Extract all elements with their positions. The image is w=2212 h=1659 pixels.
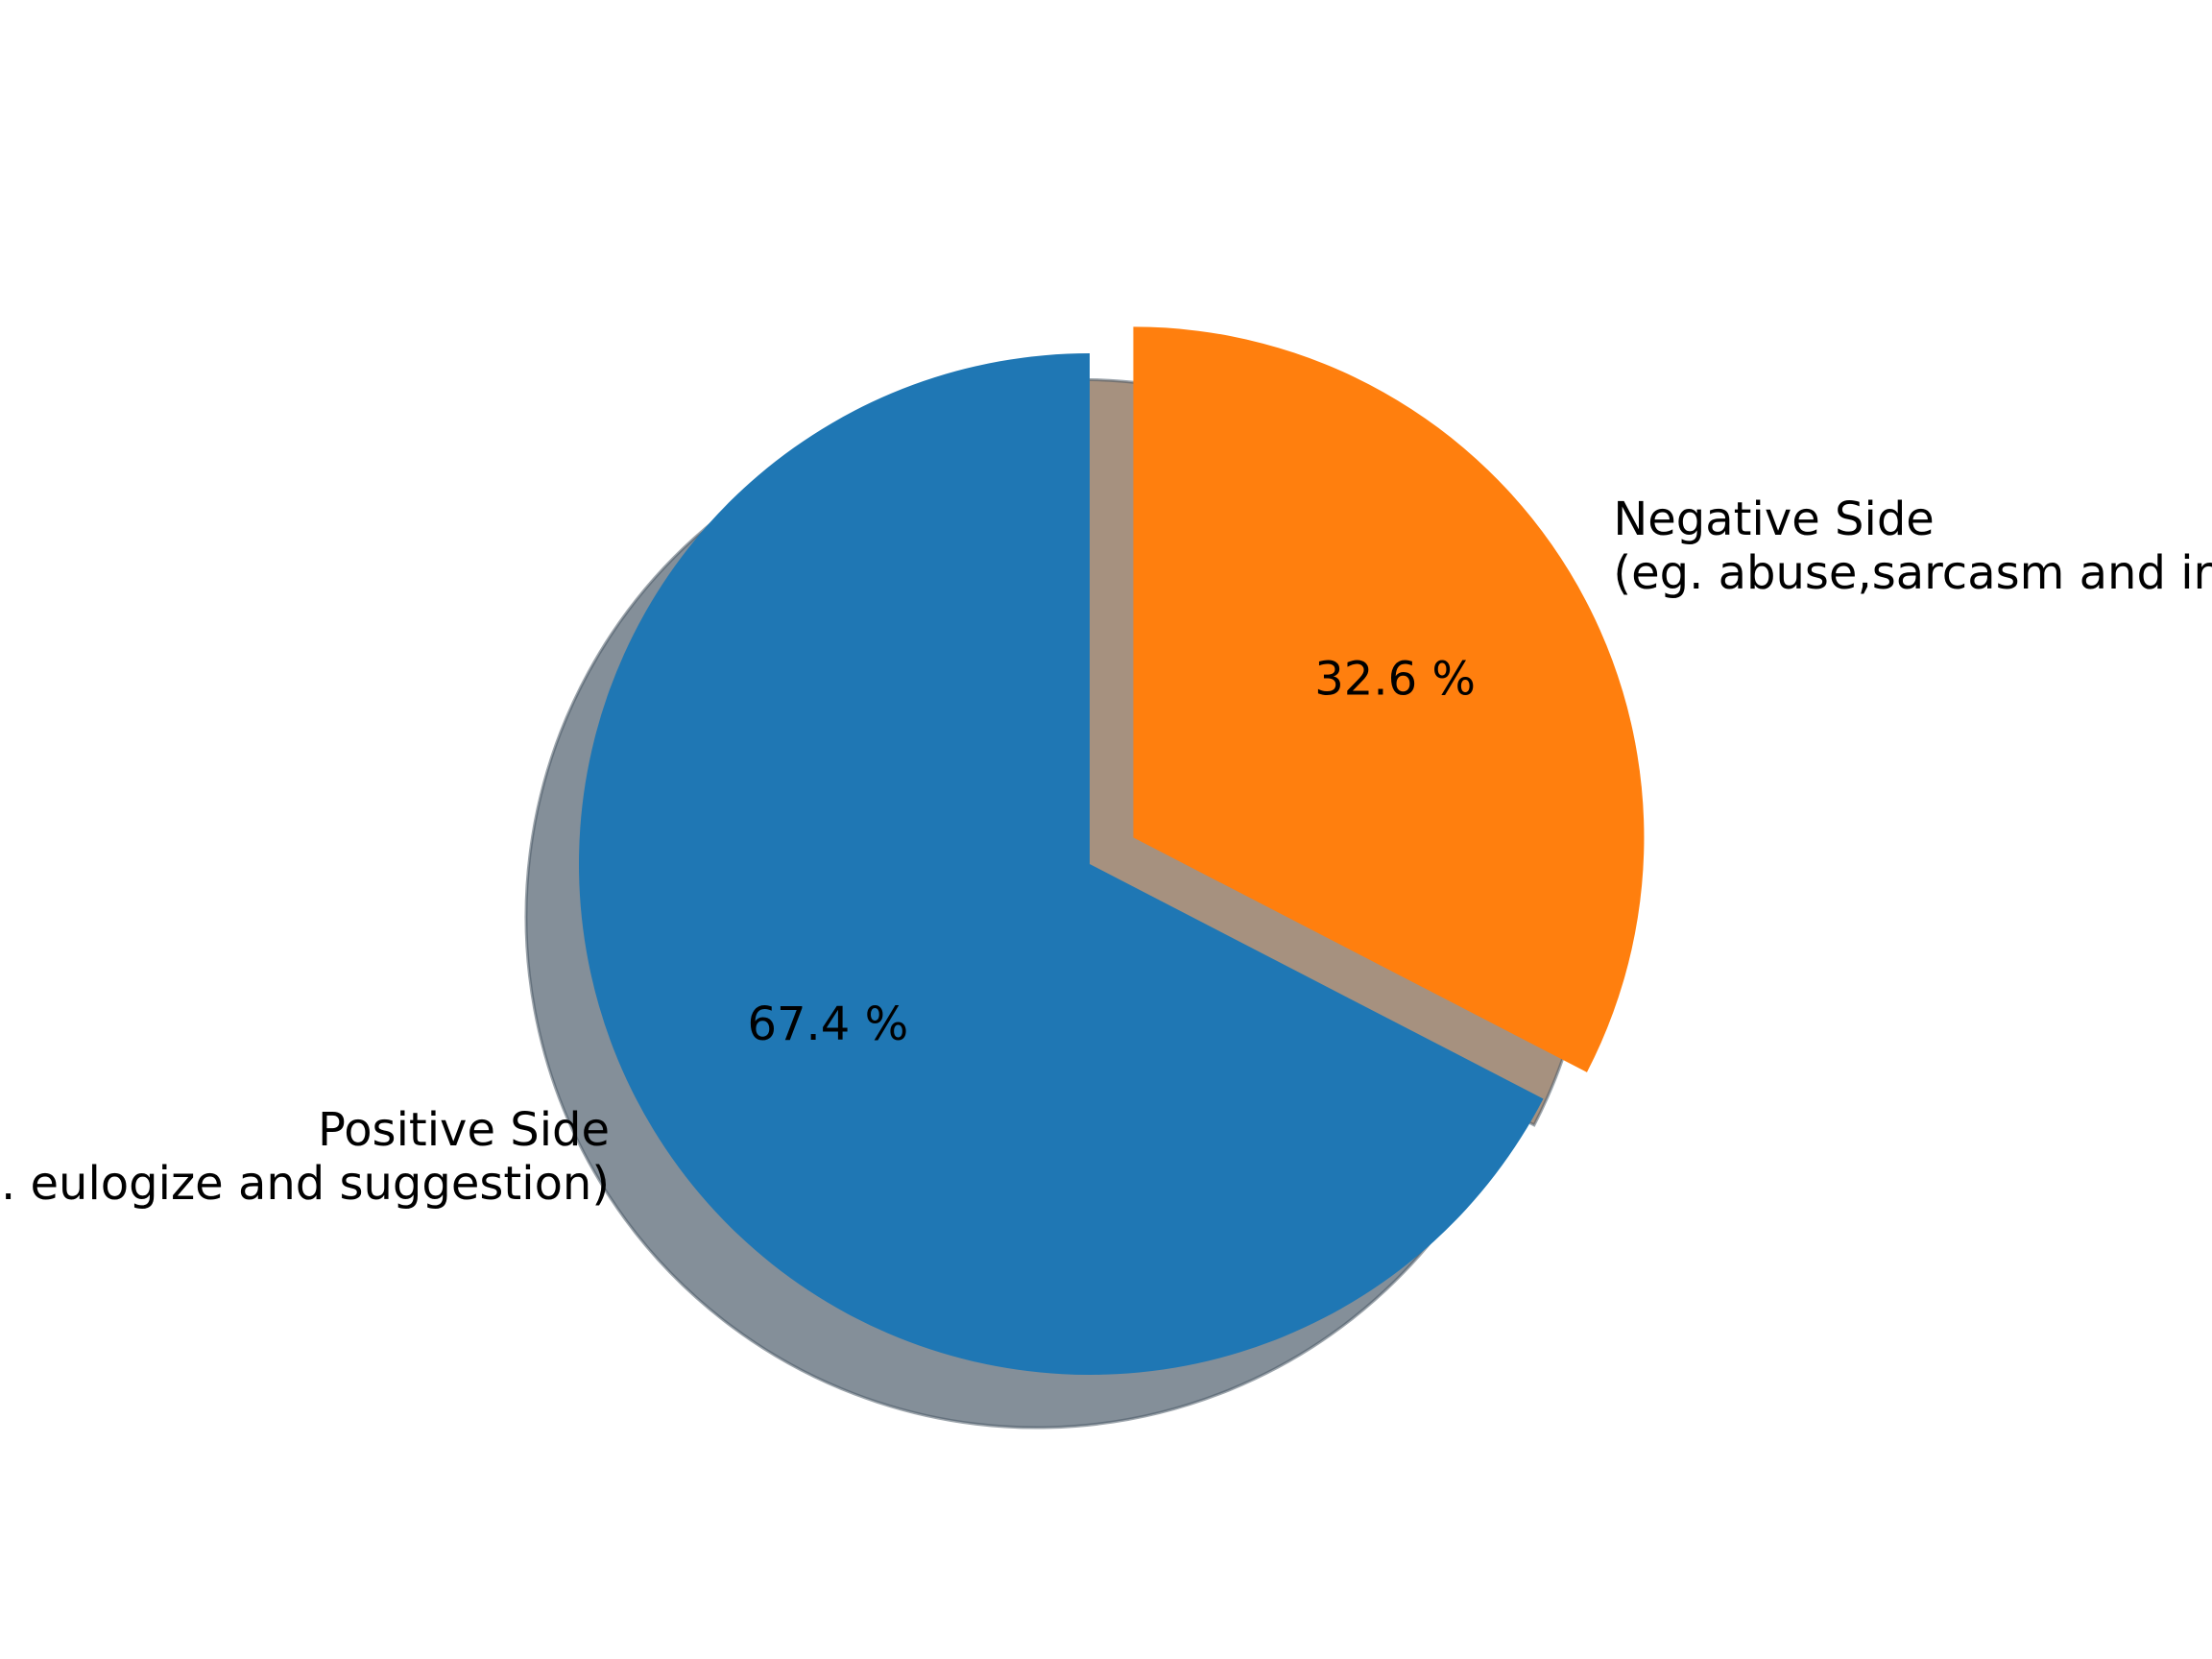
pie-slice-layer: [579, 326, 1645, 1375]
pie-label-negative-side: Negative Side(eg. abuse,sarcasm and iron…: [1613, 493, 2212, 600]
pie-slice-positive-side: [579, 353, 1544, 1375]
pie-label-line: Positive Side: [318, 1103, 610, 1157]
pie-slice-negative-side: [1133, 326, 1645, 1072]
pie-label-line: (eg. eulogize and suggestion): [0, 1157, 610, 1211]
pie-label-layer: 32.6 % Negative Side (eg. abuse,sarcasm an…: [0, 493, 2212, 1211]
pie-label-positive-side: Positive Side(eg. eulogize and suggestio…: [0, 1103, 610, 1211]
pie-pct-label-positive-side: 67.4 %: [747, 998, 908, 1051]
pie-label-line: (eg. abuse,sarcasm and irony): [1613, 546, 2212, 600]
pie-label-line: Negative Side: [1613, 493, 1934, 546]
pie-pct-label-negative-side: 32.6 %: [1314, 652, 1476, 706]
